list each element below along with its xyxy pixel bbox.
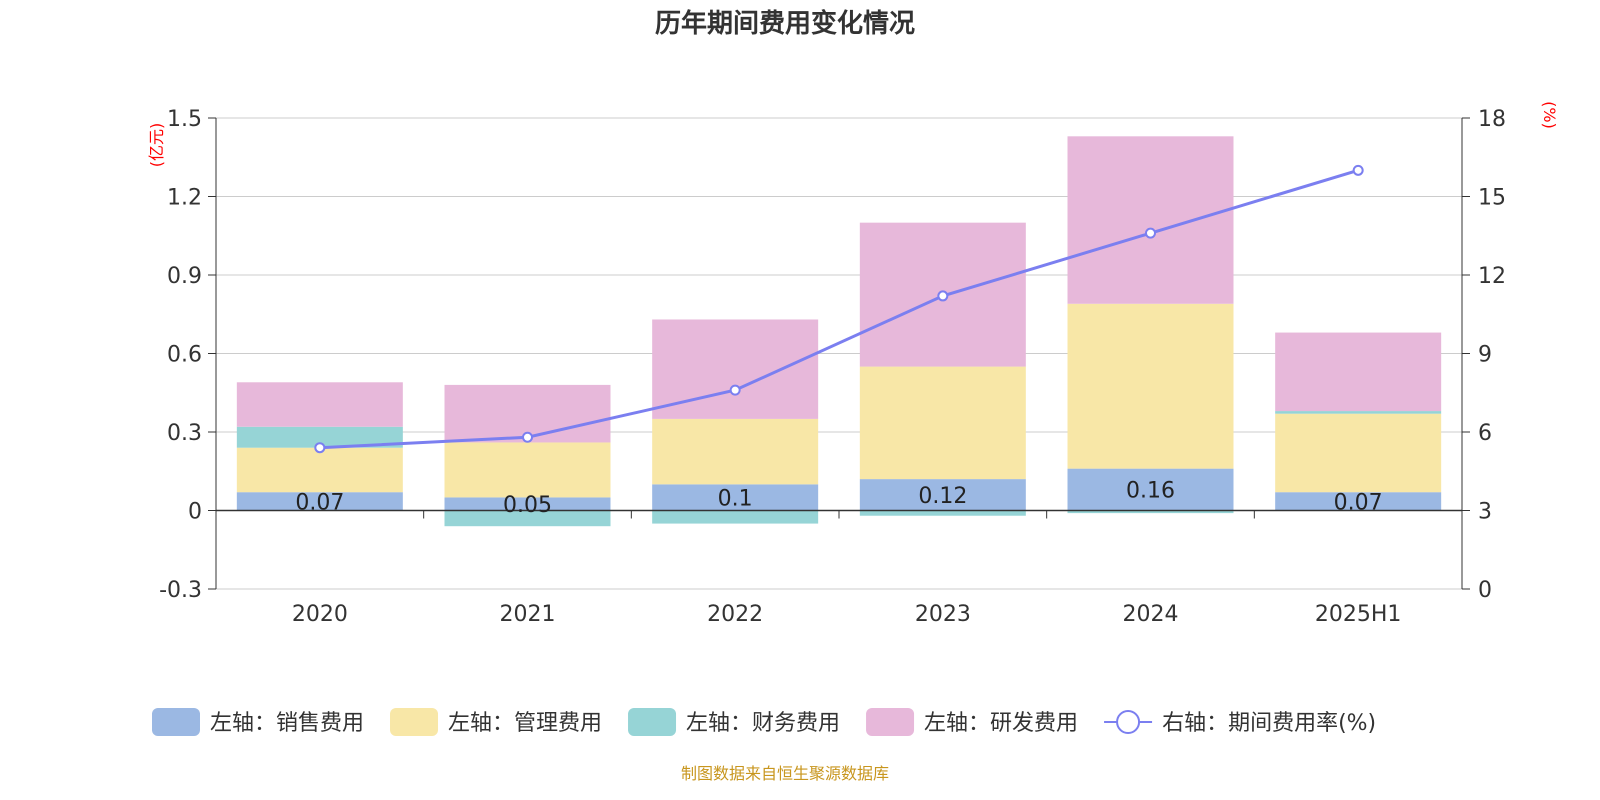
right-tick-label: 0	[1478, 578, 1492, 603]
left-tick-label: 1.2	[167, 186, 202, 211]
rate-line	[319, 168, 1359, 450]
bar-segment	[236, 426, 403, 448]
left-tick-label: 0.9	[167, 264, 202, 289]
bar-segment	[1067, 468, 1234, 511]
x-tick-label: 2022	[707, 602, 763, 627]
bar-segment	[652, 510, 819, 524]
bar-segment	[652, 418, 819, 485]
rate-point	[314, 442, 326, 454]
rate-point	[937, 290, 949, 302]
rate-line-series	[314, 164, 1364, 454]
bar-segment	[236, 447, 403, 493]
left-tick-label: 0	[188, 500, 202, 525]
legend-label: 左轴：研发费用	[924, 711, 1078, 736]
bar-segment	[1275, 492, 1442, 511]
chart-title: 历年期间费用变化情况	[655, 8, 915, 39]
legend-swatch	[152, 708, 200, 736]
right-tick-label: 12	[1478, 264, 1506, 289]
data-labels: 0.07 0.05 0.1 0.12 0.16 0.07	[295, 479, 1382, 518]
bar-segment	[859, 479, 1026, 511]
bar-data-label: 0.1	[718, 486, 753, 511]
right-axis-unit: (%)	[1540, 101, 1559, 129]
axes: 1.5 1.2 0.9 0.6 0.3 0 -0.3 18 15 12 9 6 3 0 2020 2021 20…	[159, 107, 1506, 627]
bar-segment	[444, 510, 611, 527]
bar-segment	[444, 442, 611, 498]
bar-data-label: 0.16	[1126, 479, 1175, 504]
bar-segment	[1067, 510, 1234, 514]
x-tick-label: 2024	[1123, 602, 1179, 627]
bar-segment	[236, 382, 403, 427]
left-axis-unit: (亿元)	[147, 123, 166, 168]
legend: 左轴：销售费用 左轴：管理费用 左轴：财务费用 左轴：研发费用 右轴：期间费用率(%)	[152, 708, 1376, 736]
legend-swatch	[866, 708, 915, 736]
bar-segment	[1067, 136, 1234, 304]
left-tick-label: 0.6	[167, 343, 202, 368]
bar-data-label: 0.12	[918, 484, 967, 509]
legend-swatch	[628, 708, 677, 736]
source-note: 制图数据来自恒生聚源数据库	[681, 764, 889, 783]
right-tick-label: 9	[1478, 343, 1492, 368]
x-tick-label: 2025H1	[1315, 602, 1402, 627]
rate-point	[1352, 164, 1364, 176]
x-tick-label: 2023	[915, 602, 971, 627]
legend-swatch	[390, 708, 439, 736]
bar-segment	[1275, 332, 1442, 412]
bar-series	[236, 136, 1442, 527]
rate-point	[522, 431, 533, 443]
legend-label: 左轴：财务费用	[686, 711, 840, 736]
bar-segment	[652, 484, 819, 511]
bar-segment	[1067, 303, 1234, 469]
legend-label: 左轴：销售费用	[210, 711, 364, 736]
right-tick-label: 18	[1478, 107, 1506, 132]
bar-segment	[236, 492, 403, 511]
x-tick-label: 2021	[500, 602, 556, 627]
right-tick-label: 3	[1478, 500, 1492, 525]
bar-segment	[1275, 413, 1442, 493]
bar-data-label: 0.05	[503, 493, 552, 518]
left-tick-label: 1.5	[167, 107, 202, 132]
bar-data-label: 0.07	[1334, 490, 1383, 515]
bar-segment	[444, 497, 611, 511]
x-tick-label: 2020	[292, 602, 348, 627]
legend-label: 右轴：期间费用率(%)	[1162, 711, 1376, 736]
rate-point	[1145, 227, 1156, 239]
legend-marker	[1116, 710, 1141, 734]
bar-segment	[859, 510, 1026, 516]
bar-segment	[1275, 411, 1442, 414]
right-tick-label: 15	[1478, 186, 1506, 211]
rate-point	[729, 384, 741, 396]
left-tick-label: -0.3	[159, 578, 202, 603]
legend-label: 左轴：管理费用	[448, 711, 602, 736]
bar-segment	[859, 366, 1026, 480]
right-tick-label: 6	[1478, 421, 1492, 446]
bar-data-label: 0.07	[295, 490, 344, 515]
left-tick-label: 0.3	[167, 421, 202, 446]
